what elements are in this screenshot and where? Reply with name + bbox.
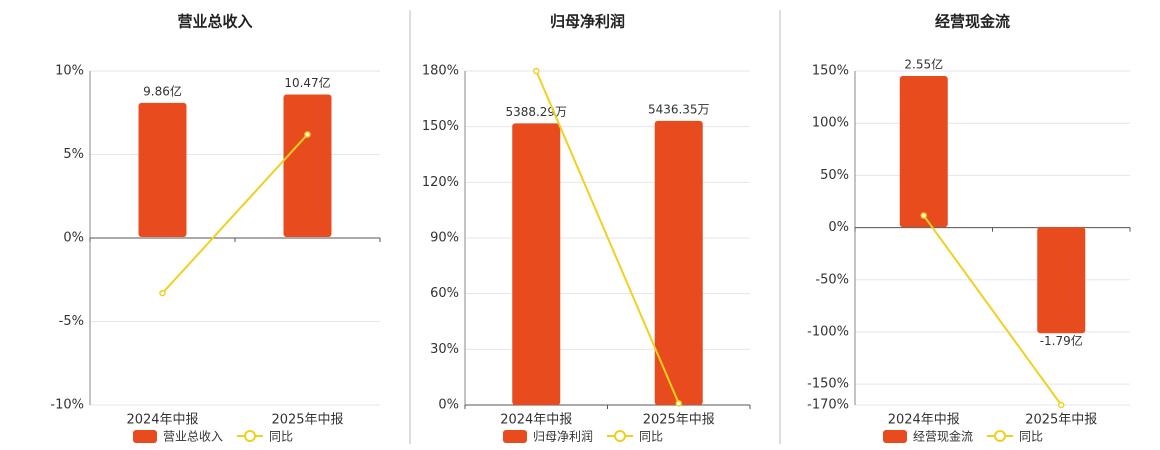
legend-marker [994, 430, 1007, 442]
legend-label: 同比 [1019, 430, 1043, 444]
bar [654, 120, 703, 405]
bar [899, 76, 948, 228]
x-tick-label: 2025年中报 [643, 413, 715, 428]
x-tick-label: 2025年中报 [271, 413, 343, 428]
y-tick-label: 10% [55, 64, 84, 79]
legend-swatch [133, 430, 157, 443]
value-label: 5436.35万 [648, 102, 710, 116]
bar [1037, 227, 1086, 334]
bar [283, 94, 332, 237]
value-label: 10.47亿 [284, 75, 330, 90]
y-tick-label: 5% [63, 147, 84, 162]
y-tick-label: 60% [430, 286, 459, 301]
x-tick-label: 2024年中报 [500, 413, 572, 428]
y-tick-label: 180% [422, 64, 459, 79]
legend-label: 经营现金流 [913, 429, 973, 444]
y-tick-label: 120% [422, 175, 459, 190]
line-series [922, 214, 1063, 406]
line-series [535, 70, 680, 404]
chart-title: 归母净利润 [550, 13, 625, 31]
legend-swatch [503, 430, 527, 443]
line-point [159, 289, 166, 297]
value-label: 2.55亿 [904, 57, 943, 72]
y-tick-label: -10% [50, 398, 84, 413]
legend-marker [244, 430, 257, 442]
legend-label: 归母净利润 [533, 430, 593, 444]
y-tick-label: 100% [812, 116, 849, 131]
line-point [675, 400, 682, 407]
chart-title: 营业总收入 [177, 13, 252, 31]
y-tick-label: -100% [807, 324, 849, 339]
y-tick-label: 0% [63, 231, 84, 246]
y-tick-label: 150% [422, 119, 459, 134]
y-tick-label: 0% [828, 220, 849, 235]
bar [512, 123, 561, 405]
legend-label: 同比 [269, 430, 293, 444]
legend-label: 营业总收入 [163, 430, 223, 444]
value-label: 5388.29万 [505, 105, 567, 119]
value-label: -1.79亿 [1040, 333, 1083, 348]
line-point [533, 67, 540, 75]
chart-title: 经营现金流 [935, 13, 1010, 31]
y-tick-label: -150% [807, 377, 849, 392]
line-point [920, 212, 927, 219]
value-label: 9.86亿 [143, 83, 182, 98]
y-tick-label: 150% [812, 64, 849, 79]
line-series [161, 133, 309, 294]
line-point [1058, 401, 1065, 409]
y-tick-label: -5% [59, 314, 84, 329]
y-tick-label: 90% [430, 231, 459, 246]
x-tick-label: 2024年中报 [888, 413, 960, 428]
y-tick-label: 0% [438, 398, 459, 413]
y-tick-label: 30% [430, 342, 459, 357]
line-point [304, 131, 311, 138]
x-tick-label: 2024年中报 [126, 413, 198, 428]
legend-swatch [883, 430, 907, 443]
y-tick-label: -170% [807, 398, 849, 413]
legend-marker [614, 430, 627, 442]
y-tick-label: 50% [820, 168, 849, 183]
bar [138, 102, 187, 237]
legend-label: 同比 [639, 430, 663, 444]
x-tick-label: 2025年中报 [1025, 413, 1097, 428]
y-tick-label: -50% [815, 272, 849, 287]
